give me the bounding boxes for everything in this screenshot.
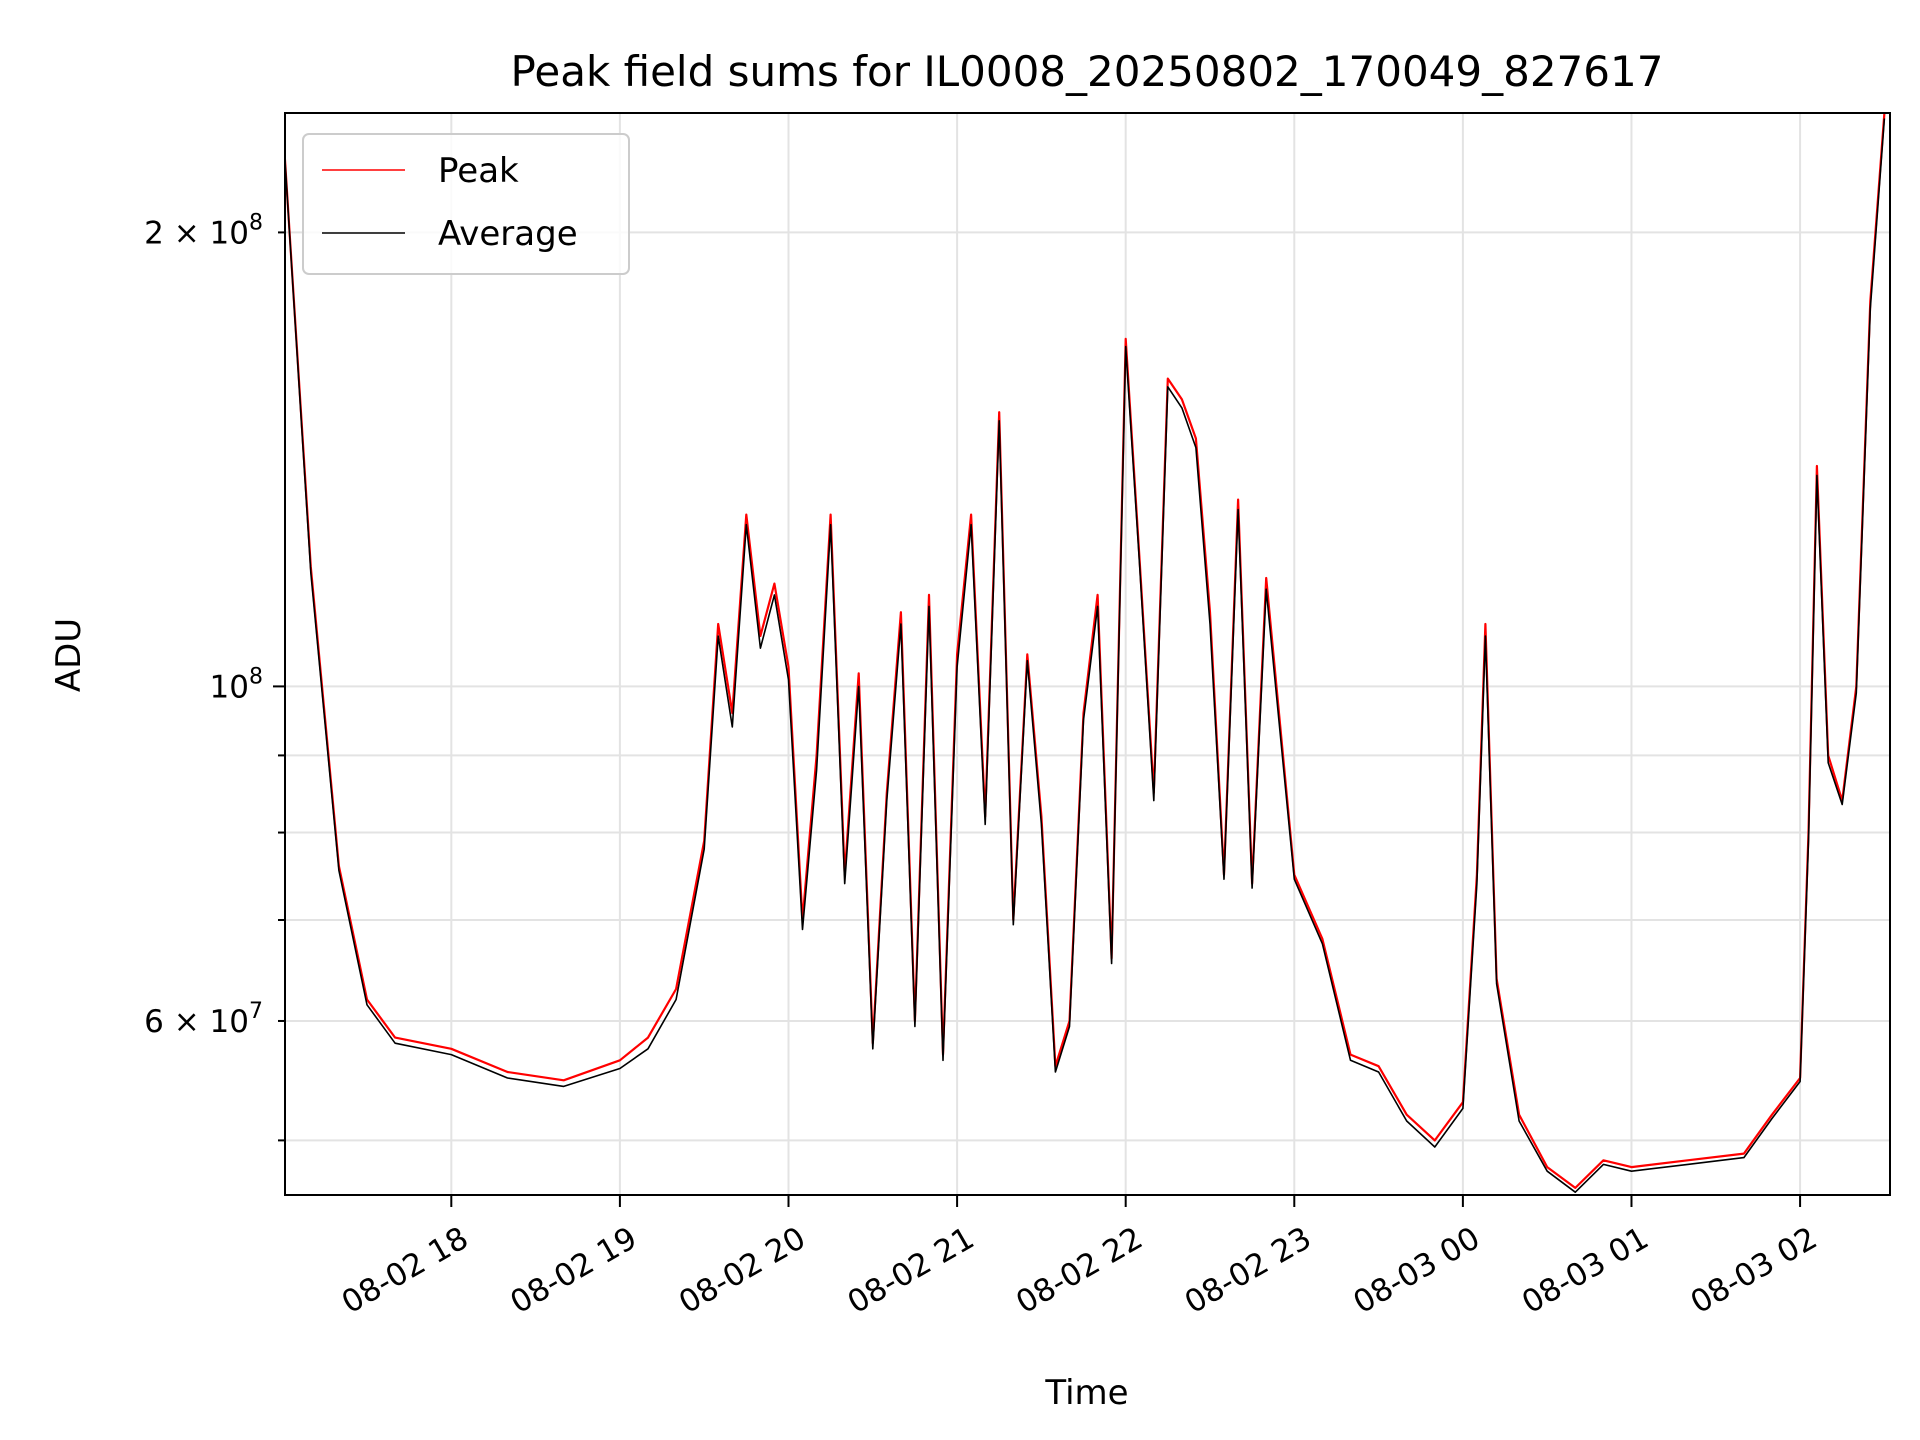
series-lines [285,113,1886,1193]
x-tick-label-3: 08-02 21 [842,1220,981,1321]
x-axis-label: Time [1044,1373,1128,1413]
chart-title: Peak field sums for IL0008_20250802_1700… [511,47,1664,96]
x-axis: 08-02 18 08-02 19 08-02 20 08-02 21 08-02 22… [336,1195,1823,1321]
x-tick-label-8: 08-03 02 [1685,1220,1824,1321]
y-tick-label-minor-1: 6 × 107 [144,999,263,1040]
x-tick-label-1: 08-02 19 [504,1220,643,1321]
legend: Peak Average [302,133,630,275]
series-line-peak [285,113,1886,1190]
x-tick-label-7: 08-03 01 [1516,1220,1655,1321]
x-tick-label-5: 08-02 23 [1179,1220,1318,1321]
legend-label-peak: Peak [438,151,519,191]
y-axis-label: ADU [49,618,89,692]
y-tick-label-minor-0: 2 × 108 [144,210,263,251]
x-tick-label-2: 08-02 20 [673,1220,812,1321]
x-tick-label-0: 08-02 18 [336,1220,475,1321]
legend-label-average: Average [438,214,578,254]
grid [285,113,1890,1195]
x-tick-label-4: 08-02 22 [1010,1220,1149,1321]
plot-frame [284,112,1891,1196]
series-line-average [285,118,1886,1193]
legend-box [302,133,630,275]
y-tick-label-major-0: 108 [210,664,263,705]
y-axis: 108 2 × 108 6 × 107 [144,210,285,1142]
x-tick-label-6: 08-03 00 [1347,1220,1486,1321]
